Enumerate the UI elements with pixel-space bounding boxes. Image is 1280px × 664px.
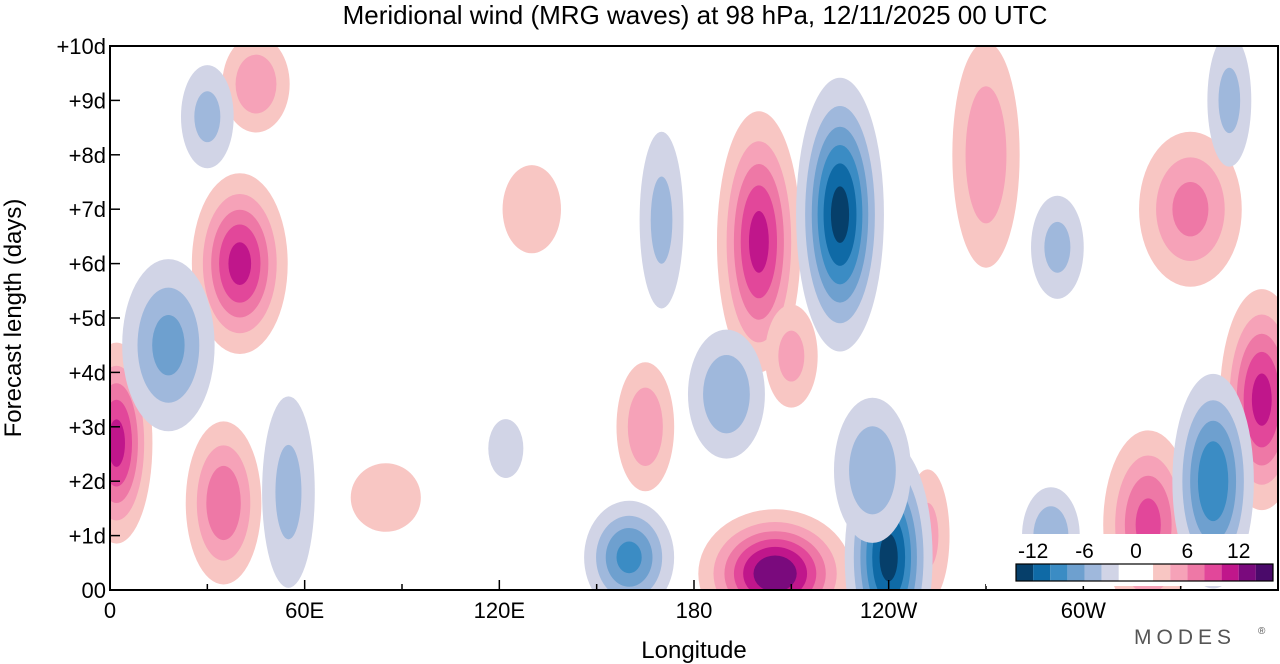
y-tick-label: +6d [69,252,106,277]
contour-band [1197,441,1229,522]
contour-band [488,419,524,478]
positive-anomaly-8 [764,304,818,408]
positive-anomaly-14 [502,165,561,254]
contour-band [748,210,769,273]
colorbar-label: -12 [1018,540,1048,563]
colorbar-label: 6 [1181,540,1193,563]
contour-band [627,387,663,466]
y-axis: 00 +1d +2d +3d +4d +5d +6d +7d +8d +9d +10d [56,34,120,603]
colorbar-border [1015,563,1274,582]
colorbar-label: 0 [1130,540,1142,563]
x-axis: 0 60E 120E 180 120W 60W [104,580,1279,623]
contour-band [235,54,277,114]
contour-band [228,242,252,285]
y-tick-label: 00 [82,578,106,603]
contour-band [350,463,421,532]
x-tick-label: 0 [104,598,116,623]
contour-band [1218,67,1241,134]
contour-band [1044,221,1071,273]
y-tick-label: +8d [69,143,106,168]
contour-band [849,426,896,515]
colorbar-swatch [1016,564,1034,581]
x-tick-label: 60W [1061,598,1106,623]
contour-band [650,176,673,264]
colorbar-swatch [1170,564,1188,581]
contour-band [275,444,302,540]
logo-text: MODES [1134,626,1236,649]
colorbar-swatch [1238,564,1256,581]
positive-anomaly-2 [191,173,288,355]
y-tick-label: +9d [69,88,106,113]
positive-anomaly-6 [698,509,852,590]
y-tick-label: +10d [56,34,106,59]
colorbar-swatch [1204,564,1222,581]
colorbar-swatch [1153,564,1171,581]
positive-anomaly-15 [350,463,421,532]
colorbar-label: 12 [1227,540,1250,563]
colorbar-swatch [1101,564,1119,581]
y-tick-label: +1d [69,524,106,549]
negative-anomaly-27 [488,419,524,478]
colorbar-swatch [1050,564,1068,581]
contour-band [194,91,221,143]
contour-band [152,314,185,376]
contour-band [879,533,898,582]
contour-band [206,465,241,541]
negative-anomaly-23 [687,329,765,459]
contour-band [965,86,1007,224]
colorbar-swatch [1255,564,1273,581]
contour-band [830,186,850,243]
colorbar-swatch [1221,564,1239,581]
x-axis-label: Longitude [641,637,746,664]
x-tick-label: 120E [474,598,525,623]
x-tick-label: 60E [285,598,324,623]
contour-band [1172,182,1209,237]
colorbar-swatch [1033,564,1051,581]
contour-band [110,419,125,467]
contour-band [616,541,642,574]
negative-anomaly-24 [639,131,684,309]
colorbar-legend: -12 -6 0 6 12 [986,534,1277,586]
y-tick-label: +5d [69,306,106,331]
chart-title: Meridional wind (MRG waves) at 98 hPa, 1… [343,0,1048,30]
positive-anomaly-7 [616,362,675,492]
modes-logo: MODES ® [1134,626,1266,649]
colorbar-swatch [1187,564,1205,581]
colorbar-swatch [1067,564,1085,581]
contour-band [1251,373,1272,426]
colorbar-label: -6 [1075,540,1094,563]
y-tick-label: +3d [69,415,106,440]
x-tick-label: 120W [860,598,918,623]
x-tick-label: 180 [676,598,713,623]
positive-anomaly-12 [1139,131,1242,287]
negative-anomaly-16 [122,259,215,432]
negative-anomaly-26 [1031,195,1084,299]
wind-field [110,46,1278,590]
negative-anomaly-28 [180,65,234,169]
y-tick-label: +7d [69,197,106,222]
y-axis-label: Forecast length (days) [0,199,27,438]
colorbar-swatch [1118,564,1154,581]
negative-anomaly-22 [584,500,675,590]
positive-anomaly-3 [185,421,262,585]
negative-anomaly-20 [833,397,911,543]
registered-mark: ® [1258,626,1266,637]
positive-anomaly-9 [952,46,1020,268]
negative-anomaly-25 [1207,46,1252,167]
colorbar-swatch [1084,564,1102,581]
positive-anomaly-5 [716,111,801,373]
contour-band [778,330,805,382]
contour-band [703,354,750,434]
contour-band [502,165,561,254]
positive-anomaly-4 [222,46,290,133]
negative-anomaly-18 [796,77,884,352]
negative-anomaly-17 [262,396,315,588]
y-tick-label: +4d [69,360,106,385]
contour-band [753,555,797,590]
y-tick-label: +2d [69,469,106,494]
